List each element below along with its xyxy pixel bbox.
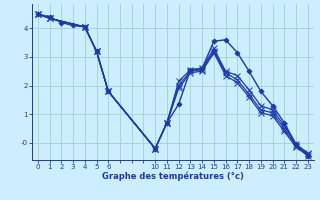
X-axis label: Graphe des températures (°c): Graphe des températures (°c) [102, 172, 244, 181]
